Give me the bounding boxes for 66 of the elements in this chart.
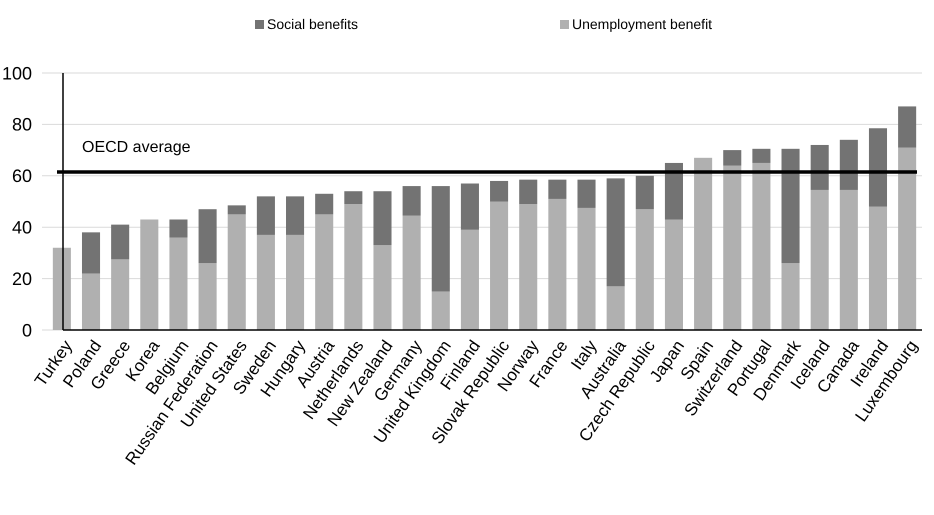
y-tick-label: 20 — [12, 268, 32, 289]
bar — [169, 237, 188, 330]
bar — [490, 180, 508, 202]
bar — [286, 196, 304, 235]
bar — [548, 198, 566, 330]
bar — [256, 196, 275, 235]
bar — [82, 232, 100, 274]
bar — [169, 219, 188, 238]
bar — [664, 162, 683, 220]
bar — [140, 219, 158, 330]
bar — [723, 166, 742, 330]
y-tick-label: 60 — [12, 166, 32, 186]
bar — [198, 209, 217, 264]
bar — [548, 180, 566, 199]
bar — [373, 191, 392, 246]
bar — [111, 224, 130, 260]
bar — [840, 140, 858, 190]
bar — [52, 248, 71, 330]
bar — [636, 209, 654, 330]
bar — [344, 191, 362, 204]
bar — [432, 291, 450, 330]
bar — [519, 180, 538, 204]
bar — [432, 186, 450, 292]
bar — [82, 273, 100, 330]
bar — [752, 148, 770, 163]
bar — [519, 204, 538, 330]
y-tick-label: 100 — [2, 63, 32, 84]
bar — [228, 205, 246, 214]
y-tick-label: 40 — [12, 218, 32, 238]
bar — [840, 190, 858, 330]
bar — [898, 148, 916, 330]
bar — [782, 263, 800, 330]
bar — [460, 230, 479, 330]
bar — [577, 208, 596, 330]
y-tick-label: 80 — [12, 114, 32, 135]
bar — [664, 219, 683, 330]
bar — [402, 216, 421, 330]
y-tick-label: 0 — [22, 320, 32, 340]
legend-label: Social benefits — [267, 16, 358, 32]
bar — [752, 162, 770, 330]
legend-label: Unemployment benefit — [572, 16, 712, 32]
ref-line-label: OECD average — [82, 138, 191, 156]
bar — [694, 158, 712, 330]
bar — [782, 148, 800, 264]
bar — [606, 178, 625, 286]
bar — [373, 245, 392, 330]
bar — [111, 259, 130, 330]
bar — [577, 180, 596, 208]
bar — [606, 286, 625, 330]
bar — [636, 176, 654, 210]
bar — [810, 190, 829, 330]
bar — [898, 106, 916, 148]
bar — [490, 202, 508, 330]
bar — [402, 186, 421, 216]
bar — [460, 184, 479, 230]
bar — [228, 214, 246, 330]
bar — [723, 150, 742, 166]
bar — [286, 234, 304, 330]
bar — [315, 214, 334, 330]
bar — [198, 263, 217, 330]
bar — [868, 206, 888, 330]
bar — [810, 144, 829, 190]
bar — [868, 128, 888, 207]
bar — [256, 234, 275, 330]
bar — [315, 194, 334, 214]
bar — [344, 204, 362, 330]
